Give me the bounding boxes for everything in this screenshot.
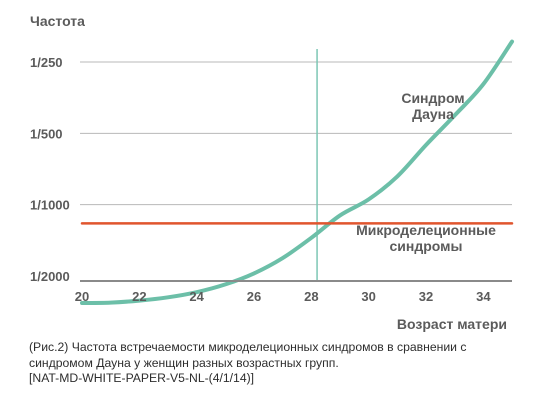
grid bbox=[80, 61, 512, 206]
x-tick-label: 22 bbox=[132, 289, 146, 304]
microdeletion-label-line1: Микроделеционные bbox=[356, 222, 496, 238]
y-tick-label: 1/2000 bbox=[30, 269, 70, 284]
down-syndrome-line bbox=[80, 39, 514, 305]
x-tick-label: 28 bbox=[304, 289, 318, 304]
x-tick-label: 30 bbox=[361, 289, 375, 304]
y-tick-label: 1/1000 bbox=[30, 198, 70, 213]
y-tick-label: 1/500 bbox=[30, 126, 63, 141]
caption-line-1: (Рис.2) Частота встречаемости микроделец… bbox=[29, 340, 467, 354]
x-tick-labels: 20 22 24 26 28 30 32 34 bbox=[75, 289, 492, 304]
x-tick-label: 20 bbox=[75, 289, 89, 304]
down-syndrome-label-line1: Синдром bbox=[401, 90, 464, 106]
y-tick-label: 1/250 bbox=[30, 55, 63, 70]
figure-caption: (Рис.2) Частота встречаемости микроделец… bbox=[29, 340, 509, 387]
down-syndrome-label-line2: Дауна bbox=[412, 106, 454, 122]
x-axis-title: Возраст матери bbox=[397, 316, 507, 332]
x-tick-label: 34 bbox=[476, 289, 491, 304]
y-tick-labels: 1/250 1/500 1/1000 1/2000 bbox=[30, 55, 70, 284]
chart: 20 22 24 26 28 30 32 34 1/2501/5001/10001/2000 … bbox=[30, 13, 514, 332]
x-tick-label: 24 bbox=[189, 289, 204, 304]
x-tick-label: 26 bbox=[247, 289, 261, 304]
caption-line-2: синдромом Дауна у женщин разных возрастн… bbox=[29, 355, 339, 370]
y-axis-title: Частота bbox=[30, 13, 85, 29]
caption-line-3: [NAT-MD-WHITE-PAPER-V5-NL-(4/1/14)] bbox=[29, 371, 255, 385]
x-tick-label: 32 bbox=[419, 289, 433, 304]
series-layer bbox=[80, 39, 514, 305]
microdeletion-label-line2: синдромы bbox=[390, 238, 463, 254]
